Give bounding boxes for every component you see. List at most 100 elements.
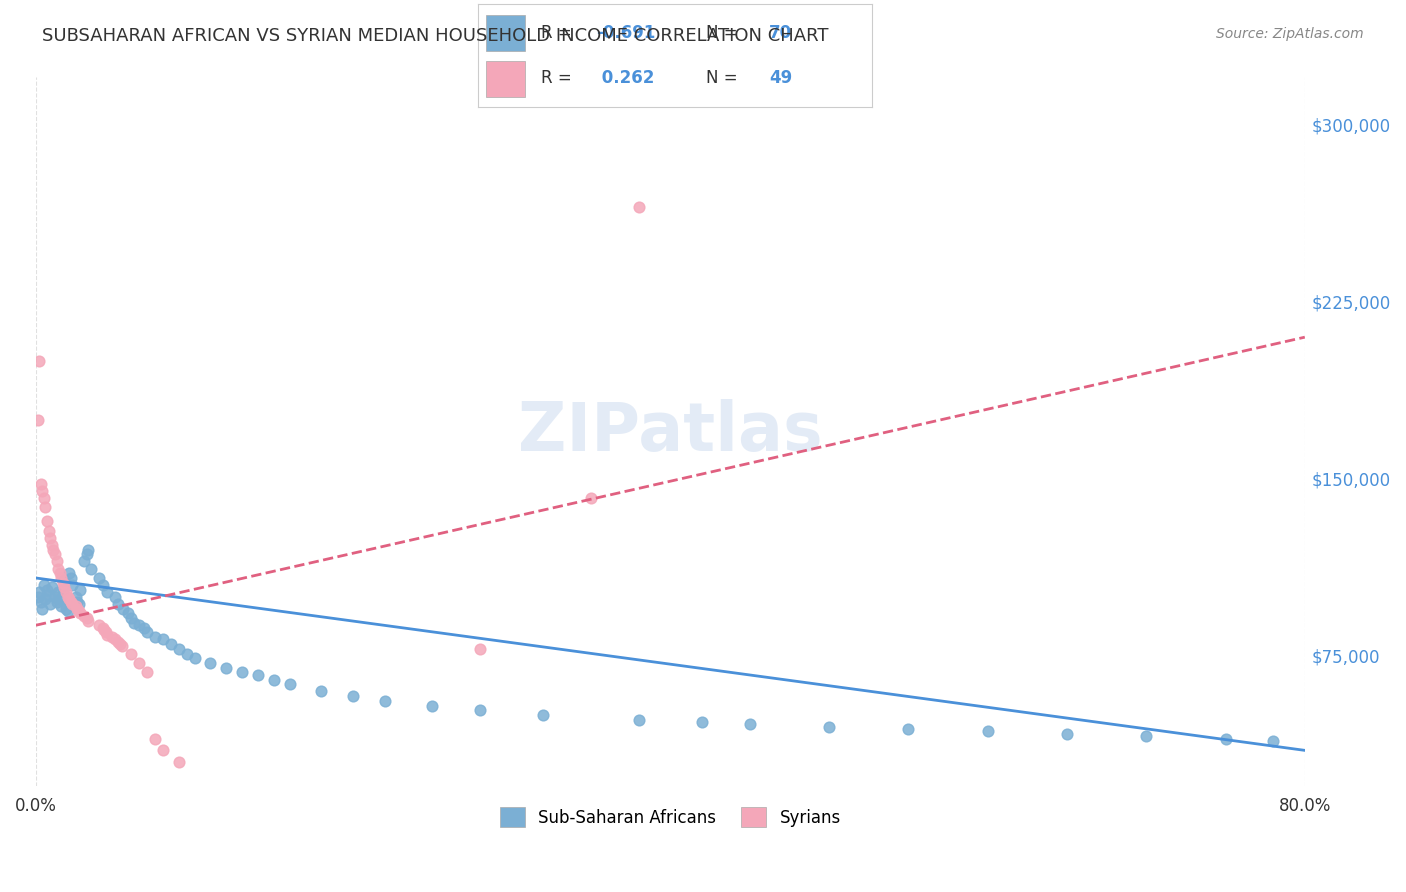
- FancyBboxPatch shape: [486, 15, 526, 51]
- Point: [32, 491, 55, 505]
- Point: [159, 637, 181, 651]
- Legend: Sub-Saharan Africans, Syrians: Sub-Saharan Africans, Syrians: [494, 800, 848, 834]
- Point: [132, 621, 155, 635]
- Point: [66, 594, 89, 608]
- Point: [45, 554, 67, 568]
- Point: [183, 651, 205, 665]
- Point: [52, 575, 75, 590]
- Point: [143, 731, 166, 746]
- Point: [69, 582, 91, 597]
- Point: [108, 637, 131, 651]
- Point: [94, 625, 117, 640]
- Point: [104, 632, 127, 647]
- Point: [311, 684, 333, 698]
- Point: [44, 590, 66, 604]
- Point: [143, 630, 166, 644]
- Point: [167, 755, 190, 769]
- Point: [690, 714, 713, 729]
- Point: [167, 641, 190, 656]
- Text: SUBSAHARAN AFRICAN VS SYRIAN MEDIAN HOUSEHOLD INCOME CORRELATION CHART: SUBSAHARAN AFRICAN VS SYRIAN MEDIAN HOUS…: [42, 27, 828, 45]
- Point: [374, 694, 396, 708]
- Point: [28, 353, 51, 368]
- Point: [128, 656, 150, 670]
- Point: [77, 542, 100, 557]
- Point: [34, 592, 56, 607]
- Point: [117, 607, 139, 621]
- Point: [533, 708, 555, 723]
- Point: [39, 531, 62, 545]
- Point: [1261, 734, 1284, 748]
- Point: [136, 665, 159, 680]
- Point: [55, 601, 77, 615]
- Point: [53, 574, 76, 588]
- Point: [231, 665, 253, 680]
- Point: [46, 561, 69, 575]
- Point: [62, 578, 84, 592]
- Point: [38, 588, 60, 602]
- Point: [96, 628, 118, 642]
- Point: [59, 571, 82, 585]
- Point: [72, 608, 94, 623]
- Point: [69, 607, 91, 621]
- Point: [818, 720, 841, 734]
- Point: [1135, 729, 1157, 743]
- Point: [1056, 727, 1078, 741]
- Point: [28, 585, 51, 599]
- Point: [738, 717, 761, 731]
- Point: [77, 614, 100, 628]
- Point: [215, 661, 238, 675]
- Point: [32, 578, 55, 592]
- Point: [107, 597, 129, 611]
- Point: [27, 590, 49, 604]
- Point: [96, 585, 118, 599]
- Text: N =: N =: [706, 70, 744, 87]
- FancyBboxPatch shape: [486, 61, 526, 96]
- Point: [93, 623, 115, 637]
- Point: [52, 582, 75, 597]
- Point: [89, 618, 111, 632]
- Point: [44, 548, 66, 562]
- Point: [124, 615, 146, 630]
- Point: [55, 585, 77, 599]
- Text: N =: N =: [706, 24, 744, 42]
- Point: [200, 656, 222, 670]
- Point: [263, 673, 285, 687]
- Point: [48, 566, 70, 581]
- Point: [89, 571, 111, 585]
- Point: [107, 634, 129, 648]
- Point: [246, 668, 269, 682]
- Point: [152, 632, 174, 647]
- Point: [51, 571, 73, 585]
- Point: [110, 640, 132, 654]
- Text: R =: R =: [541, 24, 576, 42]
- Point: [53, 581, 76, 595]
- Text: 49: 49: [769, 70, 793, 87]
- Point: [976, 724, 998, 739]
- Point: [104, 590, 127, 604]
- Point: [58, 592, 80, 607]
- Point: [72, 554, 94, 568]
- Point: [30, 476, 52, 491]
- Point: [579, 491, 602, 505]
- Point: [45, 594, 67, 608]
- Point: [120, 611, 142, 625]
- Point: [59, 594, 82, 608]
- Point: [41, 538, 63, 552]
- Point: [128, 618, 150, 632]
- Point: [65, 599, 87, 614]
- Point: [468, 703, 491, 717]
- Point: [56, 604, 79, 618]
- Point: [91, 578, 114, 592]
- Point: [342, 689, 364, 703]
- Point: [897, 722, 920, 736]
- Point: [62, 597, 84, 611]
- Point: [56, 590, 79, 604]
- Text: ZIPatlas: ZIPatlas: [517, 399, 823, 465]
- Point: [1215, 731, 1237, 746]
- Point: [41, 581, 63, 595]
- Point: [48, 592, 70, 607]
- Point: [39, 597, 62, 611]
- Point: [31, 483, 53, 498]
- Point: [76, 548, 98, 562]
- Point: [152, 743, 174, 757]
